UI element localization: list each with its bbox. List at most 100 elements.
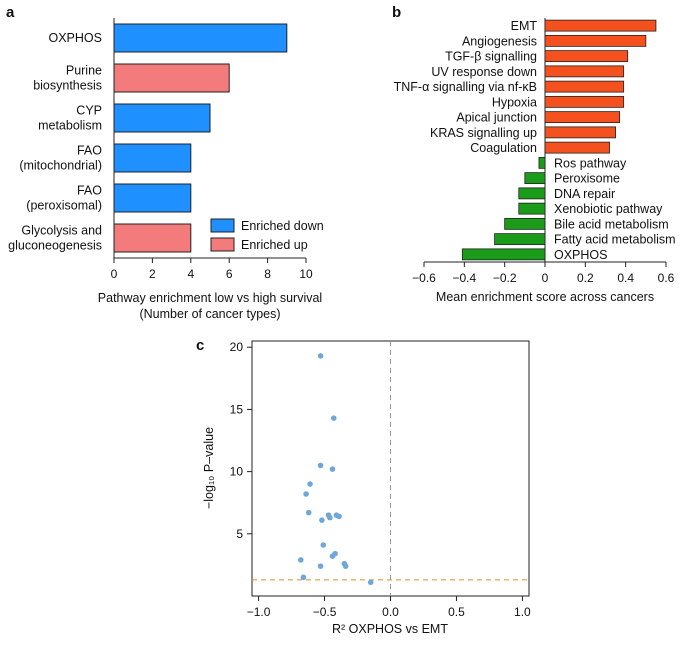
panel-b-bar-9 bbox=[538, 156, 546, 169]
panel-b-bar-2 bbox=[544, 50, 629, 63]
panel-a-x-tick-label: 6 bbox=[226, 267, 233, 281]
panel-a-bar-5 bbox=[113, 223, 192, 253]
panel-letter-a: a bbox=[6, 4, 15, 21]
panel-b-bar-13 bbox=[504, 217, 546, 230]
panel-b-category-label: OXPHOS bbox=[554, 248, 608, 262]
panel-c-y-tick-label: 10 bbox=[230, 465, 244, 479]
panel-b-bar-11 bbox=[518, 187, 546, 200]
panel-c-scatter-point bbox=[319, 517, 325, 523]
panel-b-bar-12 bbox=[518, 202, 546, 215]
panel-letter-c: c bbox=[196, 337, 204, 354]
panel-c-x-title: R² OXPHOS vs EMT bbox=[332, 622, 448, 636]
panel-b-x-tick-label: 0 bbox=[542, 271, 549, 285]
panel-b-bar-1 bbox=[544, 34, 647, 47]
panel-b-x-tick-label: −0.4 bbox=[452, 271, 476, 285]
panel-c-y-tick-label: 15 bbox=[230, 402, 244, 416]
panel-b-category-label: Bile acid metabolism bbox=[554, 217, 669, 231]
panel-c-x-tick-label: 0.0 bbox=[382, 605, 399, 619]
panel-c-x-tick-label: −0.5 bbox=[313, 605, 337, 619]
panel-c-chart: −1.0 −0.5 0.0 0.5 1.0 5 10 15 20 R² OXPHOS vs E… bbox=[202, 340, 531, 636]
panel-c-y-title: −log₁₀ P–value bbox=[202, 427, 216, 509]
panel-b-category-label: EMT bbox=[511, 19, 538, 33]
panel-a-bar-1 bbox=[113, 63, 230, 93]
panel-b-bar-8 bbox=[544, 141, 610, 154]
panel-c-scatter-point bbox=[330, 415, 337, 421]
panel-a-x-tick-label: 10 bbox=[299, 267, 313, 281]
panel-b-category-label: TGF-β signalling bbox=[445, 50, 537, 64]
panel-c-scatter-point bbox=[332, 550, 338, 557]
panel-a-x-title-line2: (Number of cancer types) bbox=[139, 307, 280, 321]
panel-c-scatter-point bbox=[327, 514, 333, 521]
panel-c-scatter-point bbox=[336, 513, 342, 520]
panel-c-scatter-point bbox=[342, 563, 349, 569]
panel-a-x-tick-label: 8 bbox=[264, 267, 271, 281]
panel-b-category-label: Peroxisome bbox=[554, 172, 620, 186]
panel-c-y-tick-label: 20 bbox=[230, 340, 244, 354]
panel-b-x-tick-label: 0.6 bbox=[658, 271, 675, 285]
panel-letter-b: b bbox=[392, 4, 401, 21]
panel-b-category-label: Hypoxia bbox=[492, 95, 537, 109]
panel-b-category-label: DNA repair bbox=[554, 187, 615, 201]
panel-c-scatter-point bbox=[367, 579, 374, 586]
panel-b-x-tick-label: 0.4 bbox=[617, 271, 634, 285]
panel-b-category-label: Fatty acid metabolism bbox=[554, 233, 676, 247]
panel-b-x-tick-label: 0.2 bbox=[577, 271, 594, 285]
panel-a-legend: Enriched down Enriched up bbox=[210, 218, 324, 252]
panel-c-x-tick-label: −1.0 bbox=[247, 605, 271, 619]
panel-a-category-label: gluconeogenesis bbox=[8, 239, 102, 253]
panel-b-category-label: KRAS signalling up bbox=[430, 126, 537, 140]
panel-b-category-label: Ros pathway bbox=[554, 156, 627, 170]
panel-b-bar-5 bbox=[544, 95, 625, 108]
panel-b-x-tick-label: −0.2 bbox=[493, 271, 517, 285]
panel-a-x-title-line1: Pathway enrichment low vs high survival bbox=[98, 291, 322, 305]
panel-b-bar-10 bbox=[524, 172, 546, 185]
panel-b-category-label: TNF-α signalling via nf-κB bbox=[394, 80, 537, 94]
panel-c-scatter-point bbox=[307, 481, 313, 487]
legend-label-enriched-down: Enriched down bbox=[241, 219, 324, 233]
panel-b-bar-15 bbox=[461, 248, 546, 261]
panel-b-bar-0 bbox=[544, 19, 657, 32]
legend-swatch-enriched-up bbox=[210, 237, 235, 252]
panel-a-category-label: metabolism bbox=[38, 119, 102, 133]
panel-b-category-label: UV response down bbox=[431, 65, 537, 79]
panel-a-category-label: CYP bbox=[76, 104, 102, 118]
panel-a-x-tick-label: 2 bbox=[149, 267, 156, 281]
panel-c-scatter-point bbox=[305, 509, 312, 516]
panel-c-y-tick-label: 5 bbox=[236, 527, 243, 541]
panel-a-category-label: OXPHOS bbox=[49, 31, 103, 45]
panel-b-bar-6 bbox=[544, 111, 621, 124]
panel-a-bar-2 bbox=[113, 103, 211, 133]
panel-a-bar-3 bbox=[113, 143, 192, 173]
panel-a-category-label: Purine bbox=[66, 64, 102, 78]
panel-a-category-label: FAO bbox=[77, 144, 102, 158]
panel-c-scatter-point bbox=[317, 462, 324, 469]
panel-b-bar-7 bbox=[544, 126, 616, 139]
panel-a-bar-4 bbox=[113, 183, 192, 213]
panel-a-x-tick-label: 4 bbox=[187, 267, 194, 281]
panel-b-bar-14 bbox=[494, 233, 546, 246]
panel-b-x-title: Mean enrichment score across cancers bbox=[436, 290, 654, 304]
panel-c-scatter-point bbox=[317, 353, 324, 359]
panel-a-category-label: Glycolysis and bbox=[21, 224, 102, 238]
panel-c-x-tick-label: 0.5 bbox=[448, 605, 465, 619]
panel-a-bar-0 bbox=[113, 23, 288, 53]
panel-c-x-tick-label: 1.0 bbox=[514, 605, 531, 619]
panel-c-scatter-point bbox=[320, 542, 327, 548]
panel-b-bar-4 bbox=[544, 80, 625, 93]
panel-b-category-label: Angiogenesis bbox=[462, 34, 537, 48]
panel-a-x-tick-label: 0 bbox=[111, 267, 118, 281]
panel-a-category-label: FAO bbox=[77, 184, 102, 198]
panel-b-x-tick-label: −0.6 bbox=[412, 271, 436, 285]
panel-c-scatter-point bbox=[300, 574, 307, 581]
panel-c-scatter-point bbox=[298, 557, 304, 563]
panel-c-scatter-point bbox=[303, 491, 309, 497]
legend-swatch-enriched-down bbox=[210, 218, 235, 233]
legend-label-enriched-up: Enriched up bbox=[241, 238, 308, 252]
panel-a-category-label: biosynthesis bbox=[33, 79, 102, 93]
panel-b-category-label: Apical junction bbox=[456, 111, 537, 125]
panel-b-bar-3 bbox=[544, 65, 625, 78]
panel-b-category-label: Coagulation bbox=[470, 141, 537, 155]
